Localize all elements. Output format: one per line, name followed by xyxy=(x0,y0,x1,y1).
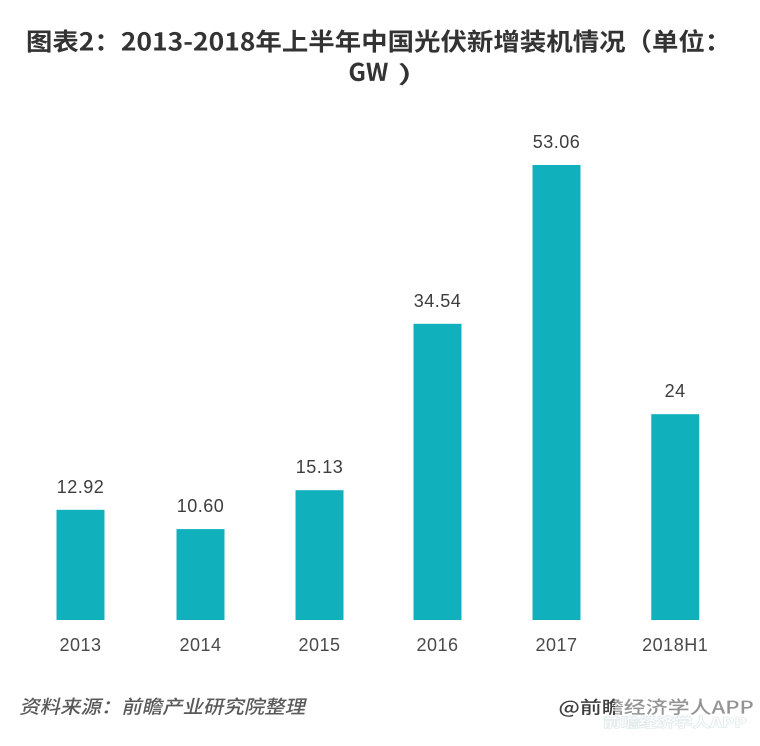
svg-text:2015: 2015 xyxy=(298,635,340,655)
svg-text:10.60: 10.60 xyxy=(177,496,225,516)
svg-text:2017: 2017 xyxy=(535,635,577,655)
svg-text:2013: 2013 xyxy=(59,635,101,655)
svg-text:15.13: 15.13 xyxy=(296,457,344,477)
svg-text:2016: 2016 xyxy=(416,635,458,655)
svg-text:34.54: 34.54 xyxy=(414,291,462,311)
svg-text:2014: 2014 xyxy=(179,635,221,655)
svg-text:12.92: 12.92 xyxy=(57,477,105,497)
svg-text:24: 24 xyxy=(665,381,686,401)
svg-text:53.06: 53.06 xyxy=(533,132,581,152)
svg-text:2018H1: 2018H1 xyxy=(642,635,708,655)
